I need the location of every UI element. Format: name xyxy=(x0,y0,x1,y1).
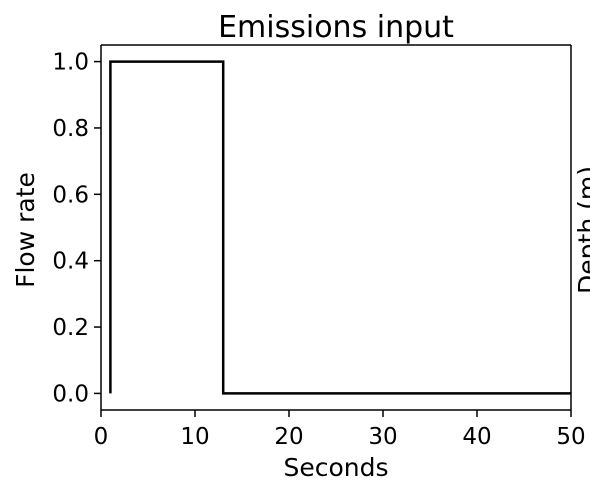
x-ticks: 0 10 20 30 40 50 xyxy=(94,410,586,450)
x-tick-label: 0 xyxy=(94,424,109,450)
flow-rate-series-line xyxy=(109,60,571,395)
x-tick-label: 10 xyxy=(180,424,209,450)
x-axis-label: Seconds xyxy=(283,453,388,482)
x-tick-label: 50 xyxy=(556,424,585,450)
clipped-right-axis-label: Depth (m) xyxy=(573,166,590,294)
y-tick-label: 0.4 xyxy=(52,249,89,275)
chart-title: Emissions input xyxy=(218,10,454,45)
y-axis-label: Flow rate xyxy=(11,172,40,288)
y-ticks: 0.0 0.2 0.4 0.6 0.8 1.0 xyxy=(52,50,101,407)
plot-area xyxy=(100,44,572,411)
data-series xyxy=(109,60,571,395)
y-tick-label: 1.0 xyxy=(52,50,89,76)
x-tick-label: 20 xyxy=(274,424,303,450)
y-tick-label: 0.0 xyxy=(52,381,89,407)
x-tick-label: 30 xyxy=(368,424,397,450)
y-tick-label: 0.6 xyxy=(52,182,89,208)
y-tick-label: 0.8 xyxy=(52,116,89,142)
y-tick-label: 0.2 xyxy=(52,315,89,341)
x-tick-label: 40 xyxy=(462,424,491,450)
